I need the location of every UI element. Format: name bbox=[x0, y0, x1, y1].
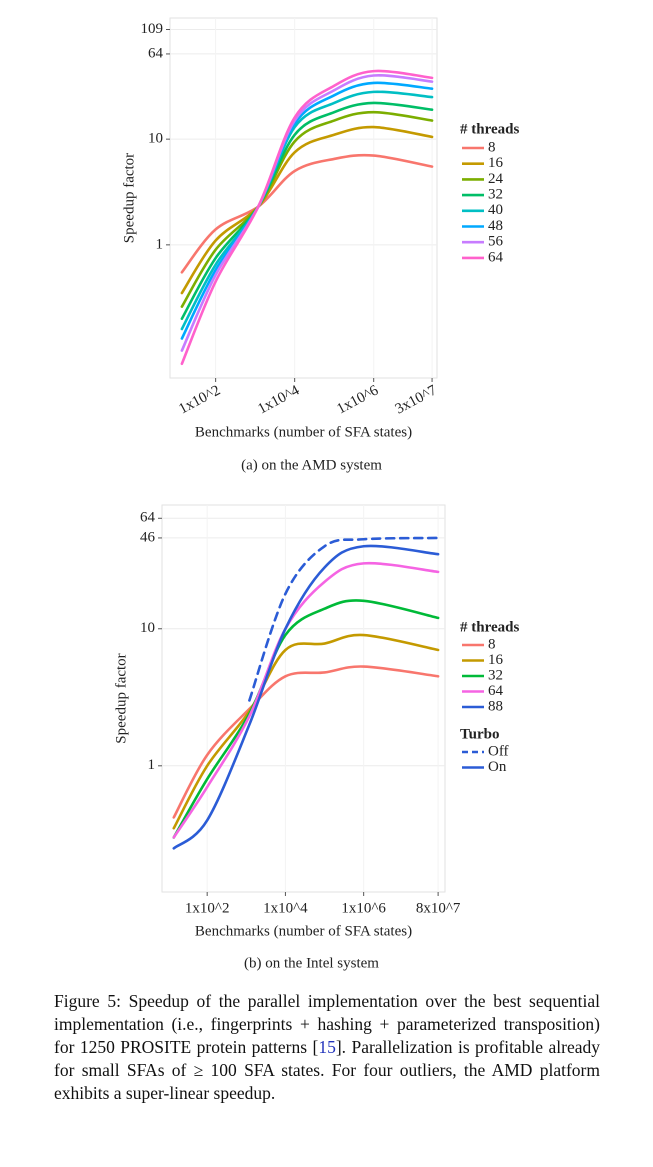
series-line bbox=[172, 599, 440, 839]
figure: 1 10 64 109 1x10^2 1x10^4 1x10^6 3x10^7 Benchmar… bbox=[113, 17, 519, 971]
y-axis-title: Speedup factor bbox=[121, 153, 137, 243]
series-line bbox=[180, 153, 434, 274]
x-tick-label: 1x10^4 bbox=[263, 900, 308, 916]
legend-label: 24 bbox=[488, 171, 504, 187]
y-tick-label: 64 bbox=[148, 45, 164, 61]
series-line bbox=[172, 544, 440, 850]
series-line bbox=[180, 101, 434, 321]
x-tick-label: 1x10^6 bbox=[334, 382, 381, 417]
legend-label: 32 bbox=[488, 667, 503, 683]
series-line bbox=[180, 110, 434, 308]
legend-label: 16 bbox=[488, 652, 504, 668]
legend-label: Off bbox=[488, 743, 509, 759]
subfigure-caption: (a) on the AMD system bbox=[241, 457, 382, 473]
legend-label: 16 bbox=[488, 155, 504, 171]
series-line bbox=[172, 665, 440, 819]
y-tick-label: 10 bbox=[148, 131, 163, 147]
plot-panel bbox=[161, 504, 446, 893]
series-line bbox=[180, 125, 434, 295]
series-line bbox=[180, 69, 434, 366]
citation: 15 bbox=[318, 1037, 336, 1057]
x-tick-label: 1x10^4 bbox=[255, 382, 302, 417]
legend-title: Turbo bbox=[460, 726, 499, 742]
y-tick-label: 10 bbox=[140, 620, 155, 636]
x-tick-label: 1x10^2 bbox=[176, 382, 223, 417]
caption-text: ]. Parallelization is profitable already… bbox=[54, 1037, 600, 1103]
y-tick-label: 64 bbox=[140, 510, 156, 526]
legend-title: # threads bbox=[460, 121, 519, 137]
legend-label: 32 bbox=[488, 187, 503, 203]
x-tick-label: 3x10^7 bbox=[393, 382, 440, 417]
y-tick-label: 46 bbox=[140, 529, 156, 545]
x-tick-label: 8x10^7 bbox=[416, 900, 461, 916]
legend-label: 56 bbox=[488, 234, 504, 250]
legend-title: # threads bbox=[460, 619, 519, 635]
x-tick-label: 1x10^6 bbox=[341, 900, 386, 916]
x-axis-title: Benchmarks (number of SFA states) bbox=[195, 923, 412, 939]
y-axis-title: Speedup factor bbox=[113, 653, 129, 743]
x-tick-label: 1x10^2 bbox=[185, 900, 230, 916]
legend-label: 64 bbox=[488, 683, 504, 699]
plot-panel bbox=[169, 17, 438, 379]
legend-label: On bbox=[488, 759, 507, 775]
legend-label: 40 bbox=[488, 202, 503, 218]
legend-label: 8 bbox=[488, 636, 496, 652]
y-tick-label: 1 bbox=[148, 757, 156, 773]
turbo-off-line bbox=[248, 536, 440, 702]
subfigure-caption: (b) on the Intel system bbox=[244, 955, 379, 971]
legend-label: 48 bbox=[488, 218, 503, 234]
x-axis-title: Benchmarks (number of SFA states) bbox=[195, 424, 412, 440]
y-tick-label: 1 bbox=[156, 236, 164, 252]
y-tick-label: 109 bbox=[141, 21, 164, 37]
legend-label: 8 bbox=[488, 139, 496, 155]
figure-caption: Figure 5: Speedup of the parallel implem… bbox=[54, 990, 600, 1105]
series-line bbox=[172, 633, 440, 830]
legend-label: 64 bbox=[488, 249, 504, 265]
legend-label: 88 bbox=[488, 698, 503, 714]
caption-text: Figure 5: Speedup of the parallel implem… bbox=[54, 991, 600, 1057]
